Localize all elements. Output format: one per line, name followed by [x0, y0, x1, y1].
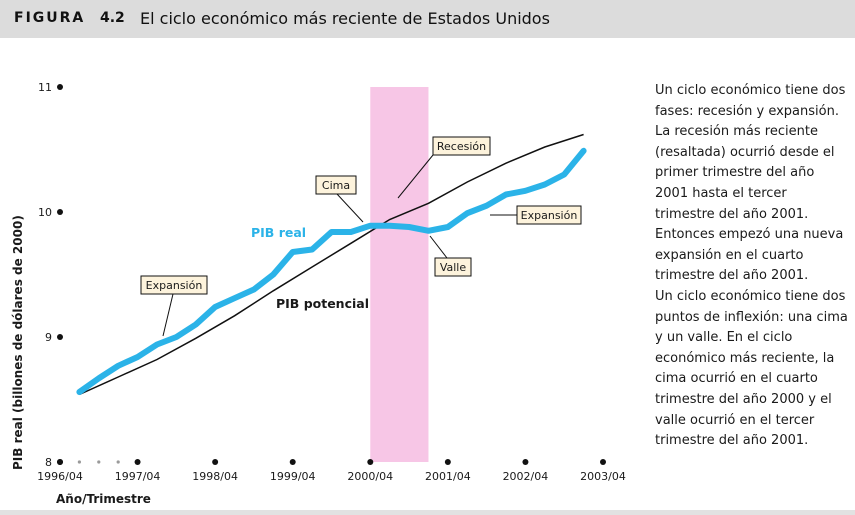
figure-header: FIGURA 4.2 El ciclo económico más recien… — [0, 0, 855, 38]
x-tick-mark — [134, 459, 141, 465]
x-axis-label: Año/Trimestre — [56, 492, 151, 506]
x-tick-mark — [289, 459, 296, 465]
business-cycle-chart: 8 9 10 11 1996/04 1997/04 1998/04 1999/04 2000/0… — [11, 81, 626, 506]
y-tick-label: 11 — [38, 81, 52, 94]
figure-label: FIGURA — [14, 10, 86, 26]
callout-peak-label: Cima — [322, 179, 350, 192]
bottom-border — [0, 510, 855, 515]
callout-recession-box — [432, 136, 491, 156]
callout-trough-label: Valle — [440, 261, 467, 274]
series-line-real-gdp — [76, 147, 587, 395]
callout-recession-leader-line — [397, 154, 434, 199]
x-tick-label: 1999/04 — [270, 470, 316, 483]
series-line-potential-gdp — [79, 133, 584, 396]
callout-peak-box — [315, 175, 357, 195]
y-axis-label: PIB real (billones de dólares de 2000) — [11, 215, 25, 470]
x-tick-label: 1996/04 — [37, 470, 83, 483]
x-tick-mark — [444, 459, 451, 465]
callout-expansion-2-box — [516, 205, 582, 225]
y-tick-mark — [57, 334, 63, 340]
callout-trough-box — [434, 257, 472, 277]
figure-title: El ciclo económico más reciente de Estad… — [140, 9, 550, 28]
axis-ticks: 8 9 10 11 1996/04 1997/04 1998/04 1999/04 2000/0… — [37, 81, 626, 483]
x-tick-mark — [600, 459, 606, 465]
x-tick-label: 1998/04 — [192, 470, 238, 483]
y-tick-label: 8 — [45, 456, 52, 469]
x-tick-mark — [367, 459, 374, 465]
x-minor-tick-mark — [97, 460, 101, 464]
x-tick-label: 1997/04 — [115, 470, 161, 483]
y-tick-mark — [57, 209, 63, 215]
x-minor-tick-mark — [77, 460, 81, 464]
explanatory-text: Un ciclo económico tiene dos fases: rece… — [655, 81, 850, 452]
x-tick-label: 2002/04 — [503, 470, 549, 483]
callout-expansion-1-box — [140, 275, 208, 295]
x-tick-label: 2003/04 — [580, 470, 626, 483]
callout-peak-leader-line — [336, 193, 364, 223]
callout-expansion-1-leader-line — [162, 293, 174, 337]
x-tick-mark — [57, 459, 63, 465]
y-tick-label: 9 — [45, 331, 52, 344]
text-paragraph-phases: Un ciclo económico tiene dos fases: rece… — [655, 83, 846, 284]
figure-number: 4.2 — [100, 10, 125, 26]
x-tick-mark — [522, 459, 529, 465]
x-tick-label: 2001/04 — [425, 470, 471, 483]
callout-trough-leader-line — [429, 235, 448, 259]
y-tick-label: 10 — [38, 206, 52, 219]
x-minor-tick-mark — [116, 460, 120, 464]
callout-recession-label: Recesión — [437, 140, 486, 153]
real-gdp-series-label: PIB real — [251, 225, 306, 240]
x-tick-label: 2000/04 — [347, 470, 393, 483]
callouts: Expansión Cima Recesión Valle Expansión — [140, 136, 582, 337]
y-tick-mark — [57, 84, 63, 90]
text-paragraph-turning-points: Un ciclo económico tiene dos puntos de i… — [655, 288, 848, 449]
recession-band — [370, 87, 429, 462]
callout-expansion-1-label: Expansión — [146, 279, 203, 292]
x-tick-mark — [212, 459, 219, 465]
potential-gdp-series-label: PIB potencial — [276, 296, 369, 311]
callout-expansion-2-label: Expansión — [521, 209, 578, 222]
